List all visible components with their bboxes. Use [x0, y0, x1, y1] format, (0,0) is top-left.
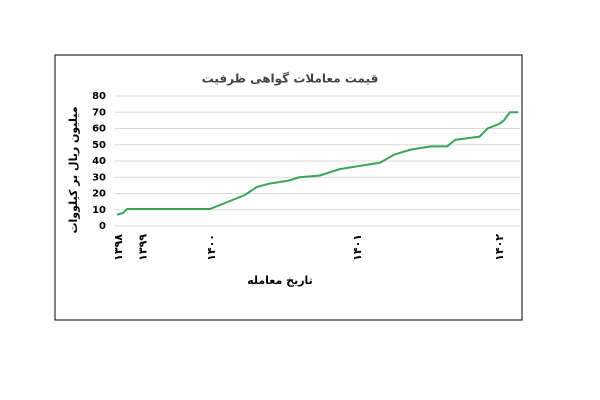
y-tick-label: 70	[92, 107, 106, 118]
y-tick-label: 20	[92, 189, 106, 200]
y-axis-label: میلیون ریال بر کیلووات	[67, 106, 80, 233]
y-tick-label: 10	[92, 205, 106, 216]
x-tick-label: ۱۴۰۰	[205, 234, 218, 261]
chart-frame	[54, 54, 523, 321]
x-tick-label: ۱۳۹۹	[136, 234, 149, 261]
x-axis-label: تاریخ معامله	[247, 274, 313, 287]
y-tick-label: 60	[92, 124, 106, 135]
y-tick-label: 50	[92, 140, 106, 151]
x-tick-label: ۱۴۰۲	[493, 234, 506, 261]
x-tick-label: ۱۴۰۱	[351, 234, 364, 261]
data-line	[116, 111, 518, 216]
y-tick-label: 30	[92, 172, 106, 183]
chart-title: قیمت معاملات گواهی ظرفیت	[202, 72, 379, 87]
y-tick-label: 80	[92, 91, 106, 102]
x-tick-label: ۱۳۹۸	[112, 234, 125, 261]
y-tick-label: 0	[99, 221, 106, 232]
y-tick-label: 40	[92, 156, 106, 167]
